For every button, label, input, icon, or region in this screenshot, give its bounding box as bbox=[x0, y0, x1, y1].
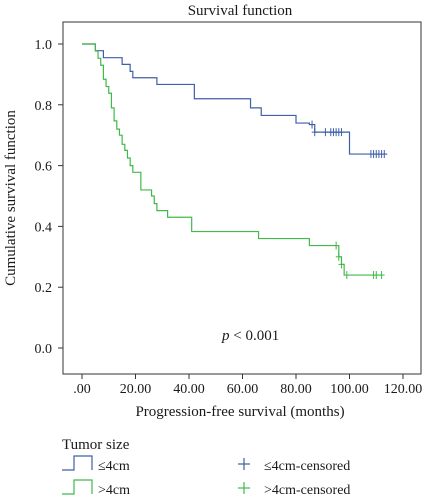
legend-line-swatch bbox=[62, 479, 93, 495]
legend-label: >4cm bbox=[98, 483, 130, 498]
censor-mark-gt4cm bbox=[343, 271, 350, 280]
y-tick-label: 1.0 bbox=[35, 38, 53, 53]
censor-mark-gt4cm bbox=[373, 271, 380, 280]
censor-mark-gt4cm bbox=[335, 252, 342, 261]
censor-mark-gt4cm bbox=[378, 271, 385, 280]
x-tick-label: 40.00 bbox=[173, 382, 205, 397]
y-tick-label: 0.8 bbox=[35, 99, 53, 114]
y-tick-label: 0.0 bbox=[35, 342, 53, 357]
x-tick-label: 80.00 bbox=[280, 382, 312, 397]
y-tick-label: 0.4 bbox=[35, 220, 53, 235]
legend-item: ≤4cm bbox=[62, 455, 130, 474]
p-value-text: < 0.001 bbox=[230, 328, 280, 344]
y-axis: 0.0 0.2 0.4 0.6 0.8 1.0 bbox=[35, 38, 63, 357]
survival-curve-le4cm bbox=[82, 43, 387, 155]
legend-label: ≤4cm bbox=[98, 459, 130, 474]
censor-mark-gt4cm bbox=[338, 260, 345, 269]
y-tick-label: 0.2 bbox=[35, 281, 53, 296]
censor-mark-le4cm bbox=[309, 120, 316, 129]
censor-mark-gt4cm bbox=[333, 241, 340, 250]
censor-mark-le4cm bbox=[322, 128, 329, 137]
survival-curve-gt4cm bbox=[82, 43, 382, 276]
legend: ≤4cm >4cm ≤4cm-censored >4cm-censored bbox=[62, 455, 350, 498]
x-axis-label: Progression-free survival (months) bbox=[135, 404, 344, 420]
chart-title: Survival function bbox=[188, 3, 293, 19]
legend-label: ≤4cm-censored bbox=[264, 459, 350, 474]
x-tick-label: 60.00 bbox=[227, 382, 259, 397]
y-tick-label: 0.6 bbox=[35, 160, 53, 175]
x-tick-label: 120.00 bbox=[384, 382, 423, 397]
legend-line-swatch bbox=[62, 455, 93, 471]
y-axis-label: Cumulative survival function bbox=[3, 110, 19, 286]
legend-plus-swatch bbox=[238, 458, 250, 470]
legend-item: >4cm-censored bbox=[238, 482, 350, 498]
legend-label: >4cm-censored bbox=[264, 483, 350, 498]
series-layer bbox=[82, 43, 388, 280]
p-symbol: p bbox=[221, 328, 230, 344]
x-axis: .00 20.00 40.00 60.00 80.00 100.00 120.00 bbox=[73, 374, 422, 397]
legend-title: Tumor size bbox=[62, 437, 130, 453]
x-tick-label: 100.00 bbox=[330, 382, 369, 397]
censor-mark-le4cm bbox=[381, 150, 388, 159]
legend-item: >4cm bbox=[62, 479, 130, 498]
censor-mark-le4cm bbox=[311, 128, 318, 137]
legend-plus-swatch bbox=[238, 482, 250, 494]
censor-mark-le4cm bbox=[338, 128, 345, 137]
x-tick-label: .00 bbox=[73, 382, 91, 397]
legend-item: ≤4cm-censored bbox=[238, 458, 350, 474]
plot-frame bbox=[62, 21, 422, 375]
x-tick-label: 20.00 bbox=[120, 382, 152, 397]
p-value-annotation: p < 0.001 bbox=[221, 328, 279, 344]
